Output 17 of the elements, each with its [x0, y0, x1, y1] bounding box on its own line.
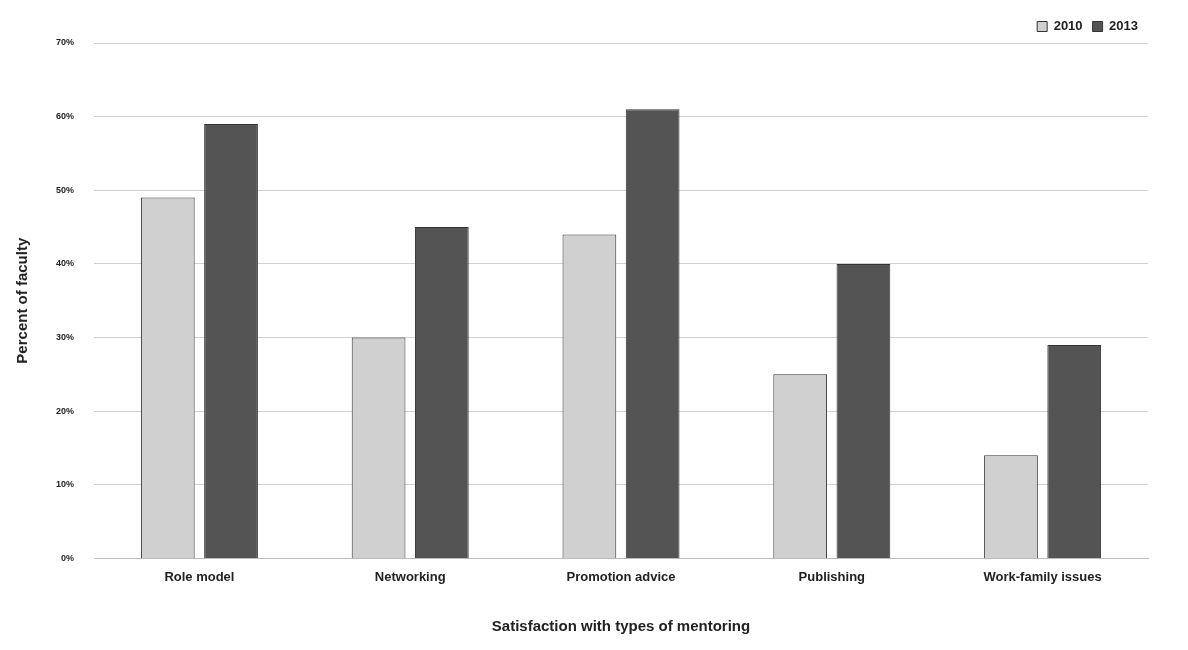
y-tick-label: 30% — [56, 332, 75, 342]
y-tick-label: 40% — [56, 258, 75, 269]
x-tick-label: Role model — [164, 568, 235, 584]
y-tick-label: 60% — [56, 111, 75, 122]
x-tick-label: Networking — [374, 568, 446, 584]
y-tick-label: 20% — [56, 405, 75, 416]
y-tick-label: 0% — [61, 552, 75, 563]
y-tick-label: 50% — [56, 184, 75, 195]
y-tick-label: 70% — [56, 37, 75, 48]
y-axis-title: Percent of faculty — [13, 237, 31, 364]
x-axis-title: Satisfaction with types of mentoring — [491, 617, 751, 635]
y-tick-label: 10% — [56, 479, 75, 490]
x-tick-label: Promotion advice — [566, 568, 676, 584]
legend-label: 2013 — [1109, 18, 1138, 34]
x-tick-label: Work-family issues — [983, 568, 1102, 584]
legend-label: 2010 — [1053, 18, 1083, 34]
x-tick-label: Publishing — [798, 568, 866, 584]
